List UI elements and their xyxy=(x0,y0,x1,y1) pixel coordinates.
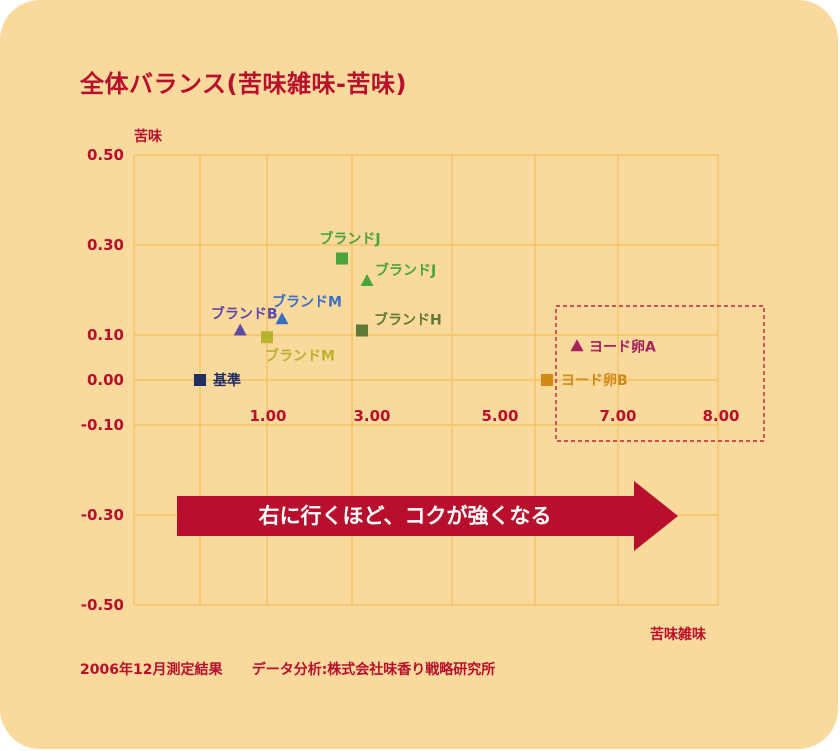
x-tick-label: 8.00 xyxy=(702,407,739,425)
arrow-text: 右に行くほど、コクが強くなる xyxy=(259,504,552,528)
point-label: ヨード卵B xyxy=(561,372,628,389)
point-label: ブランドM xyxy=(272,293,342,310)
y-tick-label: -0.30 xyxy=(81,506,124,524)
y-tick-label: -0.10 xyxy=(81,416,124,434)
x-tick-label: 3.00 xyxy=(353,407,390,425)
point-marker-square xyxy=(194,374,206,386)
footer-note: 2006年12月測定結果 データ分析:株式会社味香り戦略研究所 xyxy=(80,659,495,679)
point-label: ブランドH xyxy=(374,312,442,329)
point-marker-triangle xyxy=(275,312,289,325)
direction-arrow xyxy=(177,481,678,551)
point-label: ヨード卵A xyxy=(589,338,656,355)
x-tick-label: 7.00 xyxy=(599,407,636,425)
y-tick-label: 0.50 xyxy=(87,146,124,164)
x-tick-label: 5.00 xyxy=(481,407,518,425)
chart-title: 全体バランス(苦味雑味-苦味) xyxy=(80,70,407,98)
point-marker-square xyxy=(261,331,273,344)
x-axis-label: 苦味雑味 xyxy=(650,627,706,643)
point-marker-square xyxy=(336,252,348,265)
point-marker-square xyxy=(356,324,368,337)
point-marker-triangle xyxy=(360,274,374,286)
point-marker-triangle xyxy=(233,323,247,336)
highlight-box xyxy=(555,305,765,442)
x-tick-label: 1.00 xyxy=(249,407,286,425)
point-label: ブランドM xyxy=(265,347,335,364)
y-tick-label: 0.00 xyxy=(87,371,124,389)
footer-date: 2006年12月測定結果 xyxy=(80,662,223,678)
y-tick-label: -0.50 xyxy=(81,596,124,614)
point-marker-triangle xyxy=(570,339,584,352)
y-tick-label: 0.30 xyxy=(87,236,124,254)
y-axis-label: 苦味 xyxy=(134,129,162,145)
point-label: ブランドJ xyxy=(375,262,436,279)
point-marker-square xyxy=(541,374,553,386)
point-label: ブランドJ xyxy=(319,231,380,248)
point-label: ブランドB xyxy=(211,306,278,323)
footer-source: データ分析:株式会社味香り戦略研究所 xyxy=(251,662,496,678)
point-label: 基準 xyxy=(213,372,241,389)
y-tick-label: 0.10 xyxy=(87,326,124,344)
